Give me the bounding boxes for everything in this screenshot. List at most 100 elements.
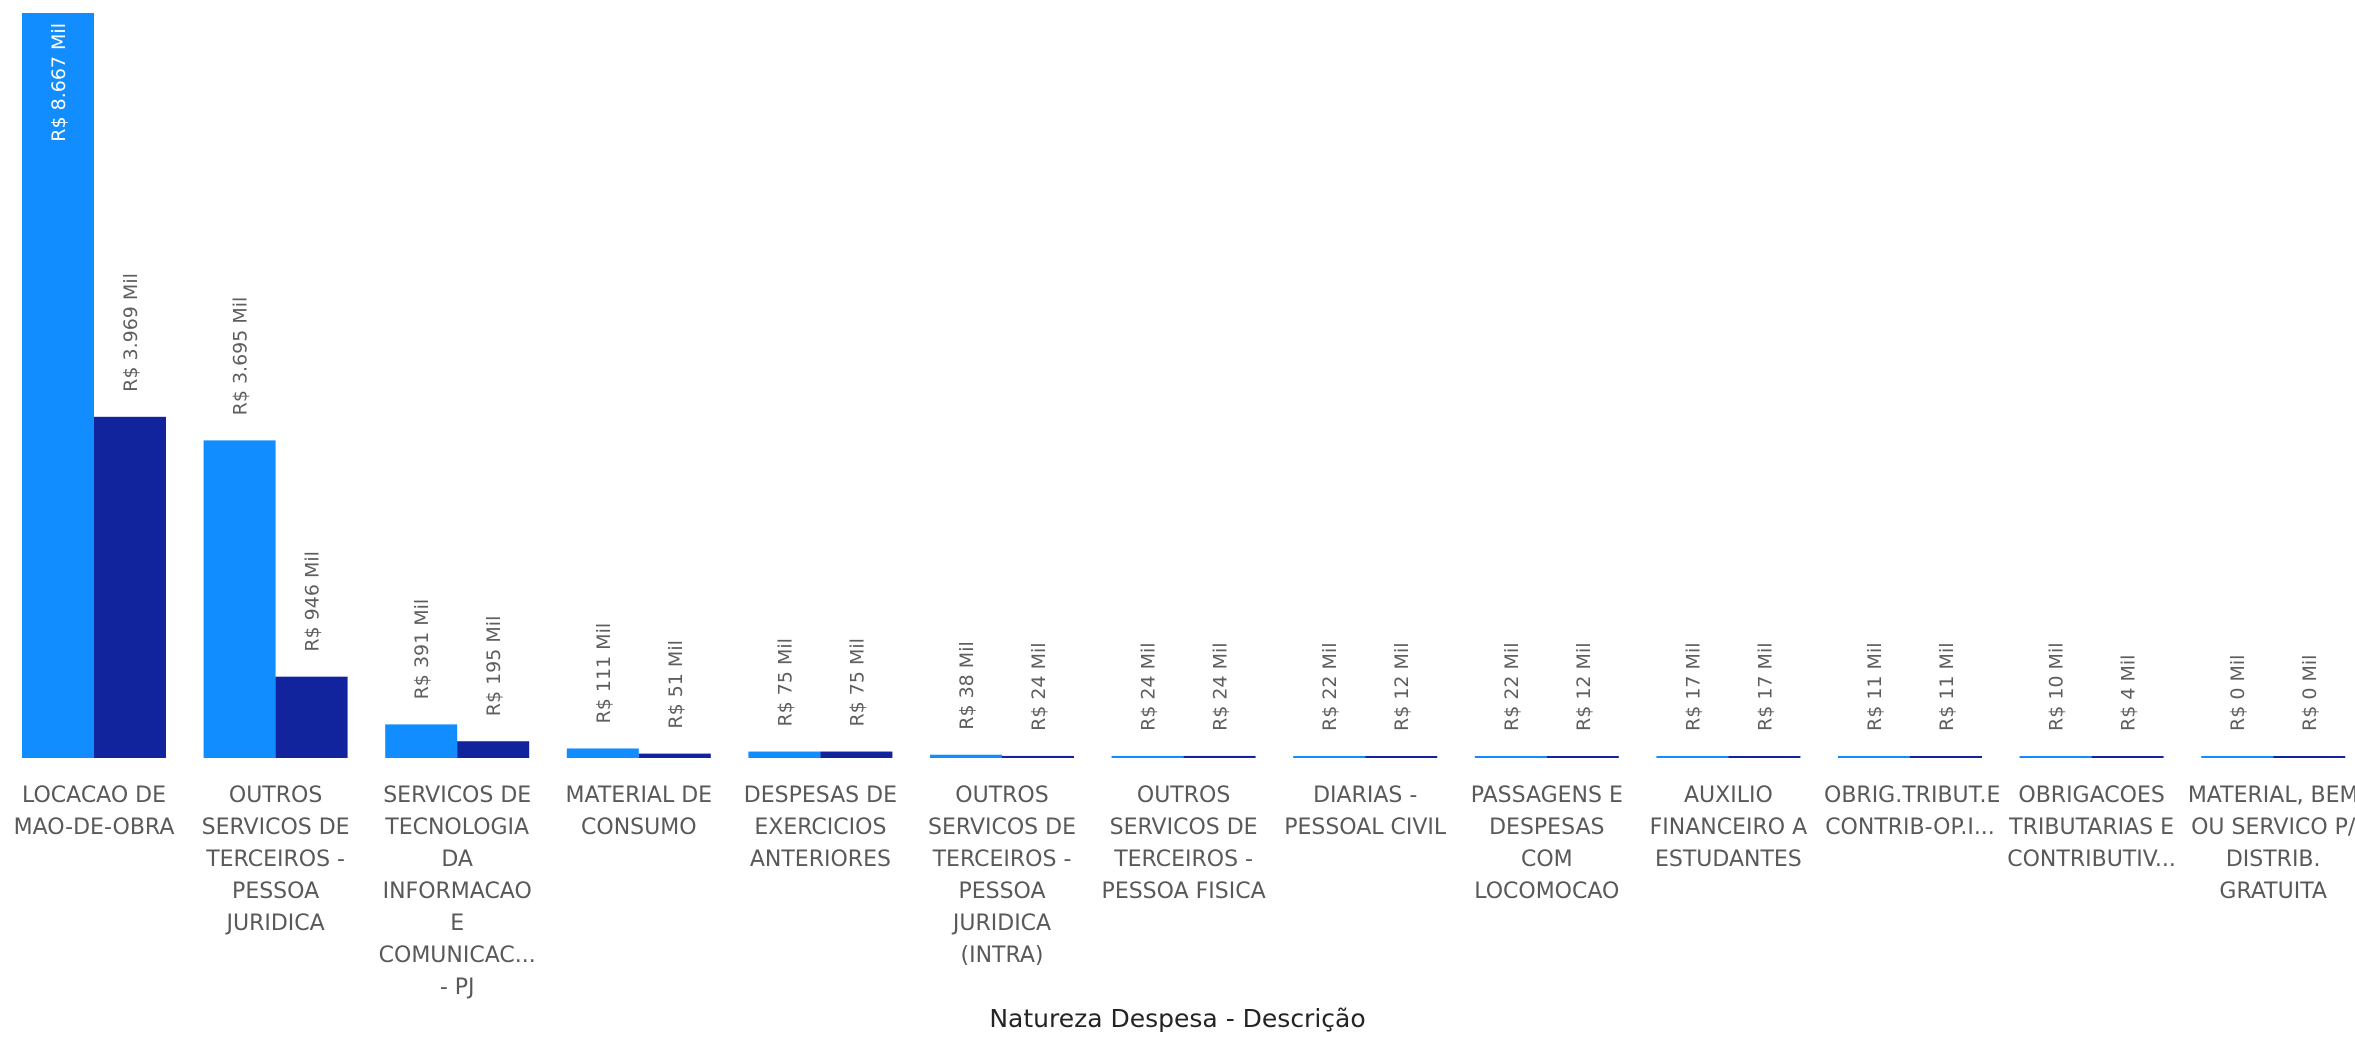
category-label-line: - PJ: [439, 975, 475, 1000]
category-label-line: COMUNICAC...: [378, 943, 536, 968]
category-label-line: DA: [441, 847, 473, 872]
x-axis-title: Natureza Despesa - Descrição: [989, 1004, 1366, 1033]
data-label-series1-5: R$ 38 Mil: [956, 641, 978, 730]
category-label-line: SERVICOS DE: [383, 783, 532, 808]
category-label-line: INFORMACAO: [382, 879, 532, 904]
bar-series1-5[interactable]: [930, 754, 1002, 758]
data-label-series1-3: R$ 111 Mil: [593, 623, 615, 724]
category-label-line: ESTUDANTES: [1655, 847, 1802, 872]
category-label-line: AUXILIO: [1684, 783, 1773, 808]
category-label-line: PESSOA FISICA: [1101, 879, 1266, 904]
bar-series2-4[interactable]: [820, 751, 893, 758]
category-label-line: TERCEIROS -: [932, 847, 1072, 872]
category-label-line: OBRIG.TRIBUT.E: [1824, 783, 2001, 808]
bar-series1-12[interactable]: [2201, 756, 2274, 758]
category-label-line: (INTRA): [960, 943, 1044, 968]
category-label: OUTROS SERVICOS DE TERCEIROS - PESSOA FISIC…: [1098, 780, 1270, 908]
bar-series1-0[interactable]: [22, 13, 94, 758]
data-label-series2-5: R$ 24 Mil: [1028, 642, 1050, 731]
category-label-line: MATERIAL DE: [565, 783, 713, 808]
category-label: OBRIGACOES TRIBUTARIAS E CONTRIBUTIV...: [2006, 780, 2178, 876]
category-label-line: MAO-DE-OBRA: [13, 815, 175, 840]
category-label-line: OUTROS: [228, 783, 323, 808]
category-label-line: PESSOA: [958, 879, 1046, 904]
category-label-line: JURIDICA: [226, 911, 325, 936]
bar-series2-8[interactable]: [1546, 756, 1619, 758]
data-label-series1-1: R$ 3.695 Mil: [230, 297, 252, 416]
data-label-series2-8: R$ 12 Mil: [1573, 643, 1595, 732]
category-label-line: SERVICOS DE: [1109, 815, 1258, 840]
category-label-line: SERVICOS DE: [201, 815, 350, 840]
category-label-line: OUTROS: [1136, 783, 1231, 808]
category-label-line: OUTROS: [955, 783, 1049, 808]
category-label: PASSAGENS E DESPESAS COM LOCOMOCAO: [1461, 780, 1633, 908]
data-label-series1-10: R$ 11 Mil: [1864, 643, 1886, 732]
category-label-line: OU SERVICO P/: [2191, 815, 2355, 840]
data-label-series2-0: R$ 3.969 Mil: [120, 273, 142, 392]
bar-series1-6[interactable]: [1111, 755, 1184, 758]
bar-series1-10[interactable]: [1838, 756, 1910, 758]
bar-series2-9[interactable]: [1728, 756, 1801, 758]
data-label-series1-9: R$ 17 Mil: [1682, 643, 1704, 732]
data-label-series1-12: R$ 0 Mil: [2227, 655, 2249, 731]
data-label-series2-12: R$ 0 Mil: [2299, 655, 2321, 731]
category-label-line: LOCOMOCAO: [1474, 879, 1620, 904]
bar-series2-5[interactable]: [1002, 755, 1074, 758]
category-label-line: TERCEIROS -: [1114, 847, 1253, 872]
bar-series2-10[interactable]: [1910, 756, 1982, 758]
bar-series1-11[interactable]: [2019, 756, 2092, 758]
category-label-line: CONSUMO: [581, 815, 697, 840]
category-label-line: CONTRIBUTIV...: [2007, 847, 2176, 872]
category-label-line: DESPESAS COM: [1489, 815, 1605, 872]
bar-series1-9[interactable]: [1656, 756, 1729, 758]
data-label-series1-8: R$ 22 Mil: [1501, 643, 1523, 732]
category-label: MATERIAL DE CONSUMO: [553, 780, 725, 844]
data-label-series2-2: R$ 195 Mil: [483, 616, 505, 717]
category-label-line: DIARIAS -: [1313, 783, 1418, 808]
bar-series2-0[interactable]: [94, 416, 166, 758]
category-label-line: PESSOAL CIVIL: [1284, 815, 1447, 840]
bar-series2-3[interactable]: [638, 753, 711, 758]
category-label-line: JURIDICA: [952, 911, 1052, 936]
bar-series1-3[interactable]: [566, 748, 639, 758]
category-label: OUTROS SERVICOS DE TERCEIROS - PESSOA JURIDI…: [916, 780, 1088, 972]
data-label-series2-1: R$ 946 Mil: [302, 551, 324, 652]
bar-series1-8[interactable]: [1474, 756, 1547, 758]
category-label: OBRIG.TRIBUT.E CONTRIB-OP.I...: [1824, 780, 2001, 844]
bar-series2-11[interactable]: [2091, 756, 2164, 758]
category-label-line: FINANCEIRO A: [1649, 815, 1808, 840]
category-label-line: LOCACAO DE: [22, 783, 166, 808]
category-label-line: TERCEIROS -: [206, 847, 345, 872]
data-label-series1-11: R$ 10 Mil: [2046, 643, 2068, 732]
bar-series1-1[interactable]: [203, 440, 276, 758]
bar-series2-2[interactable]: [457, 741, 530, 758]
category-label-line: TECNOLOGIA: [385, 815, 530, 840]
bar-series2-12[interactable]: [2273, 756, 2346, 758]
category-label-line: E: [450, 911, 465, 936]
category-label-line: OBRIGACOES: [2018, 783, 2165, 808]
category-label-line: TRIBUTARIAS E: [2009, 815, 2175, 840]
category-label-line: DESPESAS DE: [743, 783, 897, 808]
category-label-line: ANTERIORES: [749, 847, 891, 872]
data-label-series2-6: R$ 24 Mil: [1210, 642, 1232, 731]
bar-series1-7[interactable]: [1293, 756, 1366, 758]
category-label: AUXILIO FINANCEIRO A ESTUDANTES: [1642, 780, 1814, 876]
data-label-series1-6: R$ 24 Mil: [1138, 642, 1160, 731]
bar-series1-2[interactable]: [385, 724, 458, 758]
data-label-series2-7: R$ 12 Mil: [1391, 643, 1413, 732]
category-label-line: EXERCICIOS: [754, 815, 887, 840]
data-label-series2-11: R$ 4 Mil: [2118, 655, 2140, 731]
category-label-line: SERVICOS DE: [928, 815, 1076, 840]
bar-series1-4[interactable]: [748, 751, 821, 758]
data-label-series2-4: R$ 75 Mil: [846, 638, 868, 727]
category-label-line: CONTRIB-OP.I...: [1825, 815, 1995, 840]
category-label: MATERIAL, BEM OU SERVICO P/DISTRIB. GRATUI…: [2187, 780, 2355, 908]
bar-series2-6[interactable]: [1183, 755, 1256, 758]
data-label-series2-9: R$ 17 Mil: [1754, 643, 1776, 732]
data-label-series1-2: R$ 391 Mil: [411, 599, 433, 700]
data-label-series1-0: R$ 8.667 Mil: [48, 23, 70, 142]
bar-series2-1[interactable]: [275, 676, 348, 758]
bar-series2-7[interactable]: [1365, 756, 1438, 758]
